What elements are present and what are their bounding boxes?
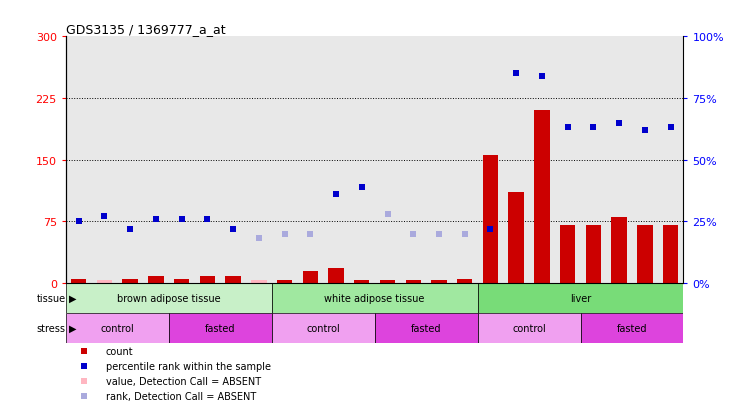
Bar bbox=[637, 226, 653, 283]
Bar bbox=[328, 268, 344, 283]
Text: GDS3135 / 1369777_a_at: GDS3135 / 1369777_a_at bbox=[66, 23, 225, 36]
Text: fasted: fasted bbox=[617, 323, 647, 333]
Text: stress: stress bbox=[37, 323, 66, 333]
Bar bbox=[477, 283, 683, 313]
Bar bbox=[272, 313, 374, 343]
Bar bbox=[586, 226, 601, 283]
Bar bbox=[534, 111, 550, 283]
Text: control: control bbox=[306, 323, 340, 333]
Text: value, Detection Call = ABSENT: value, Detection Call = ABSENT bbox=[106, 376, 261, 386]
Text: brown adipose tissue: brown adipose tissue bbox=[117, 293, 221, 303]
Bar bbox=[251, 281, 267, 283]
Bar bbox=[482, 156, 499, 283]
Bar bbox=[580, 313, 683, 343]
Bar bbox=[431, 281, 447, 283]
Bar bbox=[200, 277, 215, 283]
Bar bbox=[457, 279, 472, 283]
Text: fasted: fasted bbox=[411, 323, 442, 333]
Text: control: control bbox=[100, 323, 135, 333]
Bar bbox=[272, 283, 477, 313]
Bar bbox=[174, 279, 189, 283]
Text: fasted: fasted bbox=[205, 323, 235, 333]
Bar bbox=[354, 281, 369, 283]
Text: white adipose tissue: white adipose tissue bbox=[325, 293, 425, 303]
Bar bbox=[477, 313, 580, 343]
Text: rank, Detection Call = ABSENT: rank, Detection Call = ABSENT bbox=[106, 391, 256, 401]
Bar bbox=[96, 281, 112, 283]
Bar bbox=[380, 281, 395, 283]
Bar bbox=[122, 279, 138, 283]
Bar bbox=[509, 193, 524, 283]
Text: count: count bbox=[106, 347, 134, 356]
Bar bbox=[611, 218, 627, 283]
Bar bbox=[303, 271, 318, 283]
Bar bbox=[374, 313, 477, 343]
Text: control: control bbox=[512, 323, 546, 333]
Text: ▶: ▶ bbox=[69, 323, 76, 333]
Text: percentile rank within the sample: percentile rank within the sample bbox=[106, 361, 271, 371]
Bar bbox=[560, 226, 575, 283]
Bar bbox=[663, 226, 678, 283]
Bar bbox=[169, 313, 272, 343]
Text: ▶: ▶ bbox=[69, 293, 76, 303]
Bar bbox=[277, 281, 292, 283]
Text: liver: liver bbox=[570, 293, 591, 303]
Bar bbox=[66, 313, 169, 343]
Bar bbox=[406, 281, 421, 283]
Text: tissue: tissue bbox=[37, 293, 66, 303]
Bar bbox=[66, 283, 272, 313]
Bar bbox=[225, 277, 240, 283]
Bar bbox=[71, 279, 86, 283]
Bar bbox=[148, 277, 164, 283]
